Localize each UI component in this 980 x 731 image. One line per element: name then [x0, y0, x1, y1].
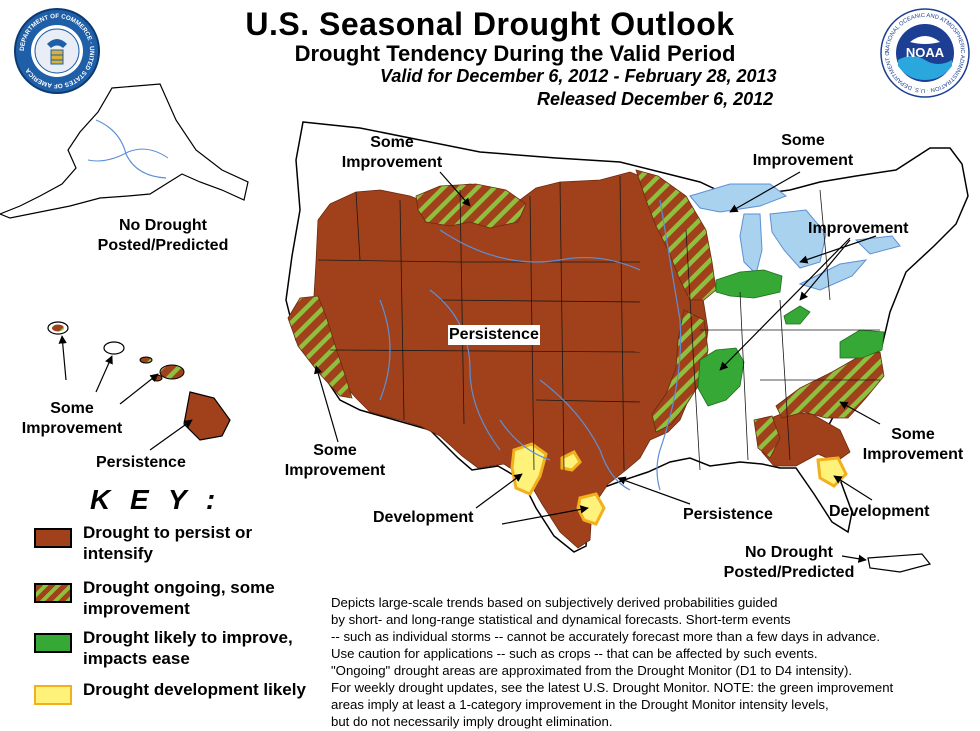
label-improvement-ne: Improvement: [808, 220, 909, 237]
description-line: -- such as individual storms -- cannot b…: [331, 629, 881, 644]
hawaii-big-island: [183, 391, 231, 441]
swatch-improve: [34, 633, 72, 653]
label-some-improvement-sw: Some Improvement: [284, 442, 386, 479]
label-development-fl: Development: [829, 503, 930, 520]
valid-period: Valid for December 6, 2012 - February 28…: [380, 66, 777, 86]
development-area-south-texas: [576, 492, 606, 526]
state-borders: [317, 175, 880, 471]
label-arrows: [58, 171, 881, 563]
development-area-central-texas: [560, 450, 582, 472]
label-some-improvement-se: Some Improvement: [862, 426, 964, 463]
commerce-seal-logo: DEPARTMENT OF COMMERCE · UNITED STATES O…: [14, 8, 100, 94]
key-item-persist: Drought to persist or intensify: [34, 522, 324, 566]
label-some-improvement-nw: Some Improvement: [341, 134, 443, 171]
puerto-rico-outline: [867, 553, 932, 573]
key-label-persist: Drought to persist or intensify: [83, 523, 253, 563]
map-subtitle: Drought Tendency During the Valid Period: [294, 41, 736, 66]
key-label-development: Drought development likely: [83, 680, 306, 699]
rivers: [379, 199, 682, 491]
alaska-outline: [0, 83, 249, 219]
some-improvement-areas: [287, 169, 885, 459]
key-label-improve: Drought likely to improve, impacts ease: [83, 628, 293, 668]
label-persistence-central: Persistence: [448, 325, 540, 345]
striped-area-california: [287, 295, 353, 399]
striped-area-northern-rockies: [415, 183, 527, 229]
great-lakes: [689, 183, 901, 291]
release-date: Released December 6, 2012: [537, 89, 774, 109]
striped-area-southeast: [775, 351, 885, 419]
description-line: "Ongoing" drought areas are approximated…: [331, 663, 853, 678]
improvement-areas: [697, 269, 885, 407]
description-line: For weekly drought updates, see the late…: [331, 680, 894, 695]
key-item-some-improvement: Drought ongoing, some improvement: [34, 577, 324, 621]
label-some-improvement-hawaii: Some Improvement: [21, 400, 123, 437]
description-line: areas imply at least a 1-category improv…: [331, 697, 829, 712]
description-line: Depicts large-scale trends based on subj…: [331, 595, 778, 610]
key-item-improve: Drought likely to improve, impacts ease: [34, 627, 324, 671]
hawaii-islands: [47, 321, 231, 441]
label-no-drought-pr: No Drought Posted/Predicted: [723, 544, 855, 581]
map-title: U.S. Seasonal Drought Outlook: [245, 6, 735, 42]
key-title: K E Y :: [90, 484, 222, 515]
noaa-logo: NOAA NATIONAL OCEANIC AND ATMOSPHERIC AD…: [880, 8, 970, 98]
noaa-text: NOAA: [906, 45, 945, 60]
striped-area-lower-mississippi: [651, 309, 709, 433]
label-development-tx: Development: [373, 509, 474, 526]
description-line: by short- and long-range statistical and…: [331, 612, 791, 627]
swatch-persist: [34, 528, 72, 548]
label-some-improvement-ne: Some Improvement: [752, 132, 854, 169]
label-persistence-gulf: Persistence: [683, 506, 773, 523]
label-no-drought-alaska: No Drought Posted/Predicted: [97, 217, 229, 254]
persist-region-west: [313, 171, 709, 549]
label-persistence-hawaii: Persistence: [96, 454, 186, 471]
key-label-some-improvement: Drought ongoing, some improvement: [83, 578, 275, 618]
key-item-development: Drought development likely: [34, 679, 324, 723]
description-text: Depicts large-scale trends based on subj…: [331, 594, 976, 730]
description-line: but do not necessarily imply drought eli…: [331, 714, 613, 729]
swatch-development: [34, 685, 72, 705]
swatch-some-improvement: [34, 583, 72, 603]
description-line: Use caution for applications -- such as …: [331, 646, 818, 661]
striped-area-upper-midwest: [635, 169, 717, 301]
